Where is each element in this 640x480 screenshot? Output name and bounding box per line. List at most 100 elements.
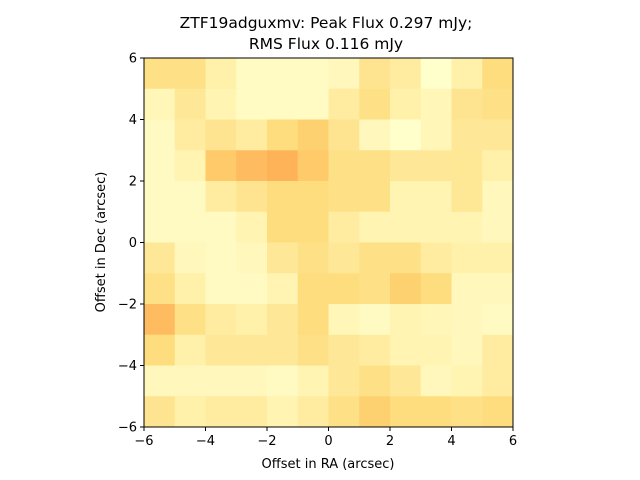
x-tick-label: 2 bbox=[386, 434, 394, 449]
heatmap-cell bbox=[451, 365, 483, 397]
heatmap-cell bbox=[482, 181, 514, 213]
heatmap-cell bbox=[420, 58, 452, 90]
heatmap-cell bbox=[174, 211, 206, 243]
heatmap-cell bbox=[359, 334, 391, 366]
heatmap-cell bbox=[144, 304, 176, 336]
heatmap-cell bbox=[390, 181, 422, 213]
heatmap-cell bbox=[236, 181, 268, 213]
heatmap-cell bbox=[482, 396, 514, 428]
heatmap-cell bbox=[328, 365, 360, 397]
heatmap-cell bbox=[236, 396, 268, 428]
heatmap-cell bbox=[205, 119, 237, 151]
heatmap-cell bbox=[420, 88, 452, 120]
heatmap-cell bbox=[482, 273, 514, 305]
chart-title-line-2: RMS Flux 0.116 mJy bbox=[249, 35, 403, 53]
heatmap-cell bbox=[359, 119, 391, 151]
heatmap-cell bbox=[328, 334, 360, 366]
heatmap-cell bbox=[236, 88, 268, 120]
heatmap-cell bbox=[390, 304, 422, 336]
heatmap-cells bbox=[144, 58, 514, 428]
y-tick-label: −6 bbox=[118, 421, 137, 436]
heatmap-cell bbox=[451, 88, 483, 120]
heatmap-cell bbox=[297, 88, 329, 120]
heatmap-cell bbox=[174, 396, 206, 428]
heatmap-cell bbox=[328, 396, 360, 428]
heatmap-cell bbox=[297, 365, 329, 397]
heatmap-cell bbox=[144, 58, 176, 90]
heatmap-cell bbox=[236, 150, 268, 182]
heatmap-cell bbox=[420, 396, 452, 428]
heatmap-cell bbox=[236, 365, 268, 397]
heatmap-cell bbox=[297, 211, 329, 243]
heatmap-cell bbox=[451, 304, 483, 336]
heatmap-cell bbox=[359, 181, 391, 213]
heatmap-cell bbox=[297, 304, 329, 336]
heatmap-cell bbox=[328, 119, 360, 151]
heatmap-cell bbox=[420, 181, 452, 213]
heatmap-cell bbox=[297, 396, 329, 428]
heatmap-cell bbox=[236, 273, 268, 305]
heatmap-cell bbox=[328, 211, 360, 243]
heatmap-cell bbox=[297, 242, 329, 274]
heatmap-cell bbox=[451, 242, 483, 274]
heatmap-cell bbox=[267, 150, 299, 182]
heatmap-cell bbox=[482, 334, 514, 366]
heatmap-cell bbox=[482, 150, 514, 182]
y-tick-label: 6 bbox=[129, 52, 137, 67]
x-tick-label: −4 bbox=[196, 434, 215, 449]
heatmap-cell bbox=[420, 150, 452, 182]
heatmap-cell bbox=[359, 365, 391, 397]
heatmap-cell bbox=[205, 273, 237, 305]
heatmap-cell bbox=[482, 365, 514, 397]
heatmap-cell bbox=[451, 58, 483, 90]
y-tick-label: 0 bbox=[129, 236, 137, 251]
y-tick-label: 4 bbox=[129, 113, 137, 128]
heatmap-cell bbox=[297, 334, 329, 366]
heatmap-cell bbox=[267, 304, 299, 336]
heatmap-cell bbox=[297, 58, 329, 90]
y-tick-label: −2 bbox=[118, 298, 137, 313]
heatmap-cell bbox=[328, 273, 360, 305]
heatmap-cell bbox=[174, 304, 206, 336]
heatmap-cell bbox=[328, 150, 360, 182]
heatmap-cell bbox=[205, 365, 237, 397]
x-tick-label: 6 bbox=[509, 434, 517, 449]
heatmap-cell bbox=[205, 211, 237, 243]
heatmap-cell bbox=[297, 119, 329, 151]
heatmap-cell bbox=[328, 242, 360, 274]
heatmap-cell bbox=[482, 242, 514, 274]
heatmap-cell bbox=[328, 304, 360, 336]
heatmap-cell bbox=[451, 334, 483, 366]
heatmap-cell bbox=[390, 211, 422, 243]
heatmap-cell bbox=[205, 242, 237, 274]
heatmap-cell bbox=[359, 211, 391, 243]
heatmap-cell bbox=[451, 211, 483, 243]
heatmap-cell bbox=[359, 58, 391, 90]
heatmap-cell bbox=[267, 211, 299, 243]
heatmap-cell bbox=[359, 396, 391, 428]
heatmap-cell bbox=[205, 88, 237, 120]
heatmap-cell bbox=[451, 396, 483, 428]
heatmap-cell bbox=[174, 150, 206, 182]
heatmap-cell bbox=[297, 273, 329, 305]
heatmap-cell bbox=[482, 304, 514, 336]
heatmap-cell bbox=[144, 211, 176, 243]
heatmap-cell bbox=[267, 119, 299, 151]
heatmap-cell bbox=[482, 58, 514, 90]
heatmap-cell bbox=[144, 88, 176, 120]
x-axis-ticks: −6 −4 −2 0 2 4 6 bbox=[134, 427, 517, 449]
heatmap-cell bbox=[390, 150, 422, 182]
x-tick-label: 4 bbox=[447, 434, 455, 449]
heatmap-cell bbox=[267, 58, 299, 90]
heatmap-cell bbox=[174, 242, 206, 274]
heatmap-cell bbox=[390, 58, 422, 90]
x-tick-label: 0 bbox=[324, 434, 332, 449]
heatmap-cell bbox=[359, 150, 391, 182]
heatmap-cell bbox=[267, 396, 299, 428]
x-axis-label: Offset in RA (arcsec) bbox=[262, 457, 395, 472]
heatmap-cell bbox=[174, 88, 206, 120]
heatmap-cell bbox=[267, 88, 299, 120]
heatmap-cell bbox=[451, 119, 483, 151]
y-axis-label: Offset in Dec (arcsec) bbox=[94, 172, 109, 313]
